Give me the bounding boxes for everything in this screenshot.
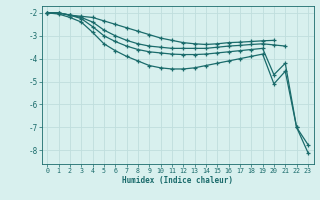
X-axis label: Humidex (Indice chaleur): Humidex (Indice chaleur) <box>122 176 233 185</box>
